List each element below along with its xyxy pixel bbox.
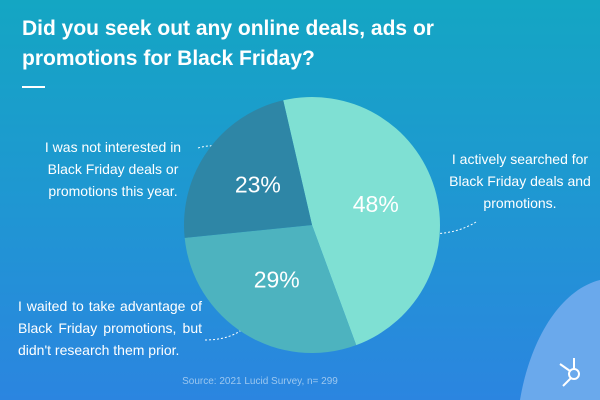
- value-label: 29%: [254, 267, 300, 293]
- slice-label: I waited to take advantage of Black Frid…: [18, 298, 202, 358]
- value-label: 23%: [235, 171, 281, 197]
- slice-label: I was not interested in Black Friday dea…: [44, 139, 182, 199]
- logo: [559, 358, 580, 387]
- pie-slice: [184, 100, 312, 238]
- value-label: 48%: [353, 191, 399, 217]
- pie-slice: [283, 97, 441, 346]
- source: Source: 2021 Lucid Survey, n= 299: [182, 376, 338, 387]
- pie-slice: [184, 225, 357, 353]
- slice-label: I actively searched for Black Friday dea…: [449, 151, 591, 211]
- corner-blob: [520, 280, 600, 400]
- chart-title: Did you seek out any online deals, ads o…: [22, 17, 434, 70]
